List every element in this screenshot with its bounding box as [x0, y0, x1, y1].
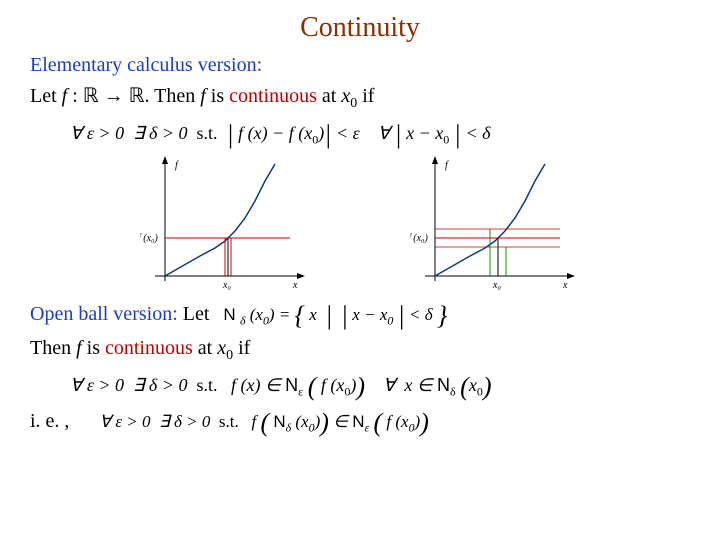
section-elementary: Elementary calculus version:: [30, 54, 690, 77]
openball-let: Let: [178, 303, 210, 325]
slide: Continuity Elementary calculus version: …: [0, 0, 720, 540]
ie-eq: ∀ ε > 0 ∃ δ > 0 s.t. f ( Nδ (x0)) ∈ Nε (…: [99, 408, 428, 438]
then-at: at: [193, 337, 217, 359]
section-openball: Open ball version:: [30, 303, 178, 325]
R-left: ℝ: [83, 85, 99, 107]
then-x: x: [217, 337, 226, 359]
ie-row: i. e. , ∀ ε > 0 ∃ δ > 0 s.t. f ( Nδ (x0)…: [30, 408, 690, 438]
colon: :: [67, 85, 83, 107]
epsilon-delta-eq: ∀ ε > 0 ∃ δ > 0 s.t. | f (x) − f (x0)| <…: [70, 120, 690, 150]
then: Then: [30, 337, 76, 359]
svg-text:f (x₀): f (x₀): [410, 233, 429, 244]
svg-text:f: f: [445, 160, 449, 171]
ie-label: i. e. ,: [30, 410, 69, 433]
then-if: if: [233, 337, 250, 359]
graph-row: f f (x₀) x₀ x f f (x₀) x₀ x: [30, 156, 690, 291]
svg-text:x: x: [562, 280, 568, 291]
svg-text:f (x₀): f (x₀): [140, 233, 159, 244]
if: if: [357, 85, 374, 107]
svg-text:x₀: x₀: [492, 280, 501, 291]
section-openball-row: Open ball version: Let N δ (x0) = { x | …: [30, 301, 690, 331]
svg-text:x₀: x₀: [222, 280, 231, 291]
then-is: is: [82, 337, 105, 359]
openball-eq: ∀ ε > 0 ∃ δ > 0 s.t. f (x) ∈ Nε ( f (x0)…: [70, 372, 690, 402]
let-line: Let f : ℝ → ℝ. Then f is continuous at x…: [30, 83, 690, 112]
page-title: Continuity: [30, 12, 690, 44]
graph-right: f f (x₀) x₀ x: [410, 156, 580, 291]
svg-text:f: f: [175, 160, 179, 171]
period-then: . Then: [144, 85, 200, 107]
then-line: Then f is continuous at x0 if: [30, 337, 690, 364]
continuous-word: continuous: [229, 85, 317, 107]
then-continuous: continuous: [105, 337, 193, 359]
x0-x: x: [341, 85, 350, 107]
let-prefix: Let: [30, 85, 62, 107]
nset-definition: N δ (x0) = { x | | x − x0 | < δ }: [223, 301, 447, 331]
at: at: [317, 85, 341, 107]
graph-left: f f (x₀) x₀ x: [140, 156, 310, 291]
svg-text:x: x: [292, 280, 298, 291]
R-right: ℝ: [129, 85, 145, 107]
arrow: →: [99, 85, 129, 107]
is: is: [206, 85, 229, 107]
